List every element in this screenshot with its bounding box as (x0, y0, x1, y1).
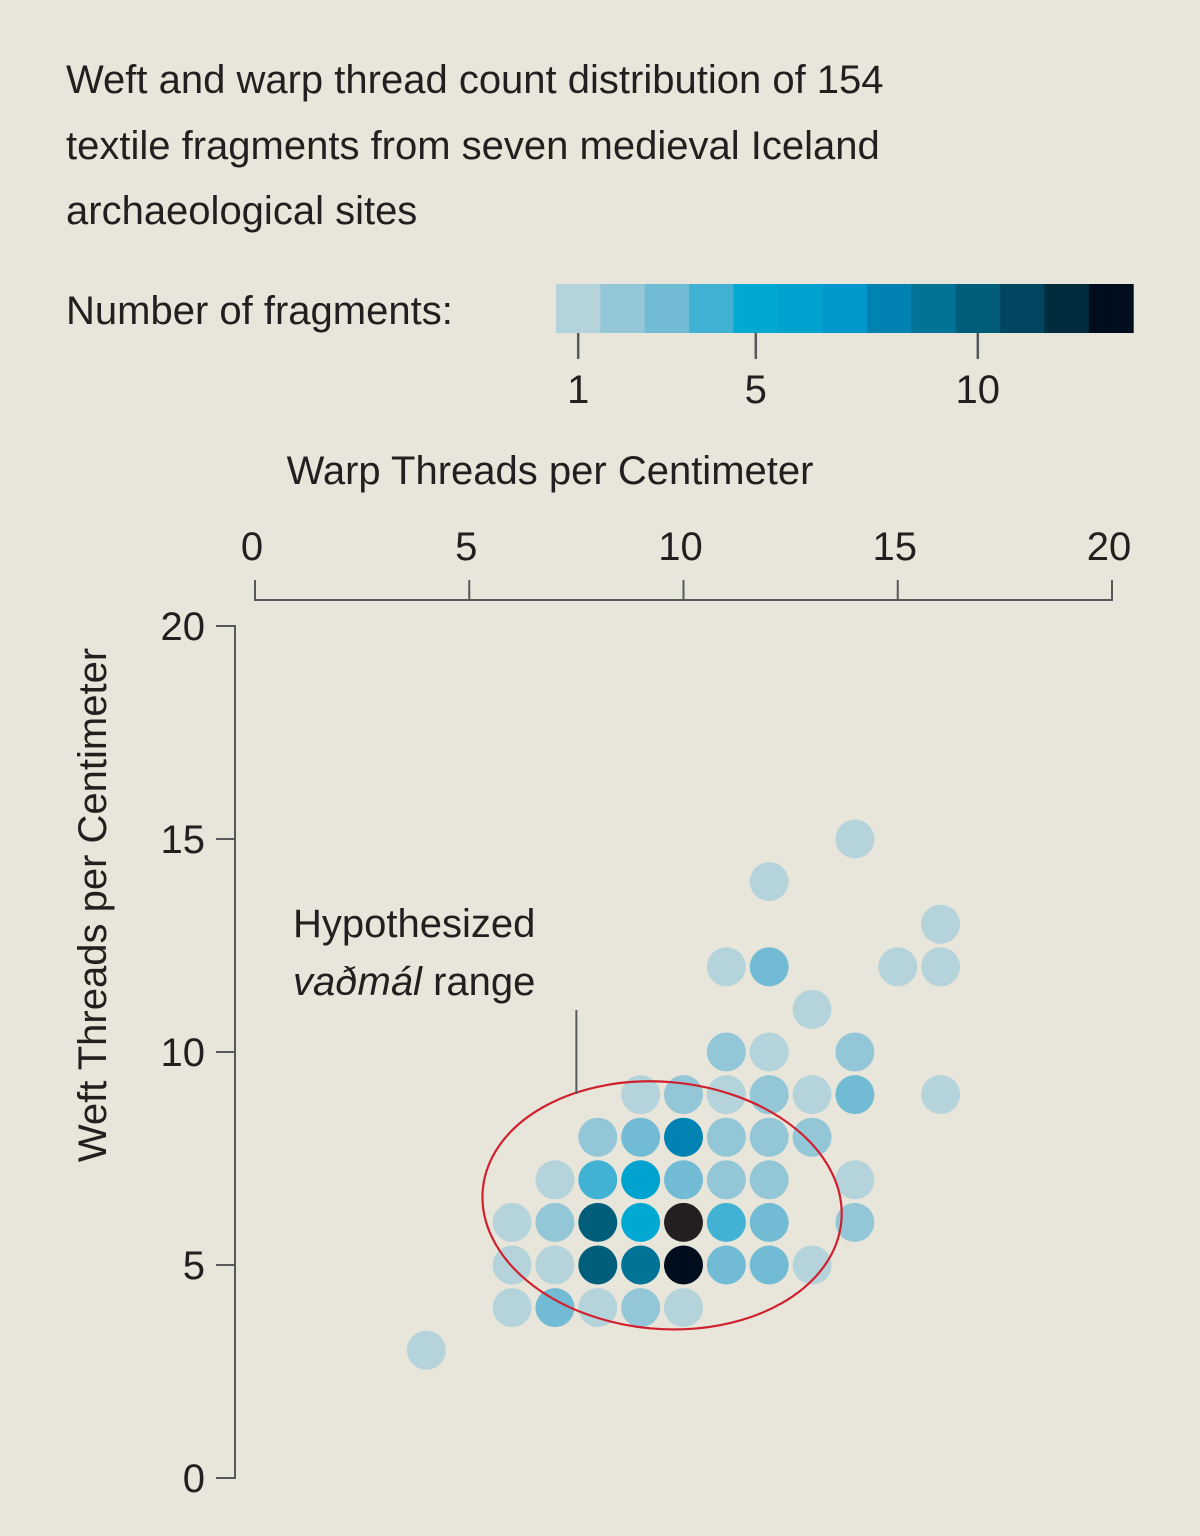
y-tick-label: 15 (161, 818, 206, 862)
y-tick-label: 0 (183, 1457, 205, 1501)
data-point (706, 1032, 746, 1072)
data-point (706, 1117, 746, 1157)
title-line-3: archaeological sites (66, 189, 417, 233)
data-point (792, 989, 832, 1029)
annotation-line-1: Hypothesized (293, 902, 535, 946)
annotation-range-word: range (422, 960, 535, 1004)
data-point (664, 1288, 703, 1328)
legend-swatch (822, 284, 868, 333)
data-point (492, 1288, 532, 1328)
y-axis: 0 5 10 15 20 (161, 605, 236, 1501)
data-point (749, 862, 789, 902)
y-tick-label: 20 (161, 605, 206, 649)
data-point (749, 1117, 789, 1157)
legend-tick-label: 10 (956, 368, 1001, 412)
data-point (664, 1117, 703, 1157)
data-point (792, 1075, 832, 1115)
data-point (535, 1160, 575, 1200)
legend-swatch (689, 284, 735, 333)
legend-swatch (1000, 284, 1045, 333)
data-point (621, 1202, 661, 1242)
y-tick-label: 5 (183, 1244, 205, 1288)
data-point (621, 1160, 661, 1200)
data-point (621, 1075, 661, 1115)
x-tick-label: 0 (241, 525, 263, 569)
data-point (878, 947, 918, 987)
data-point (406, 1330, 446, 1370)
legend-swatch (866, 284, 912, 333)
legend-label: Number of fragments: (66, 289, 453, 333)
data-point (535, 1202, 575, 1242)
data-point (749, 1245, 789, 1285)
annotation: Hypothesized vaðmál range (293, 902, 843, 1331)
data-point (664, 1160, 703, 1200)
data-point (921, 904, 961, 944)
data-point (835, 1160, 875, 1200)
legend-swatch (1044, 284, 1090, 333)
data-point (621, 1288, 661, 1328)
data-point (792, 1245, 832, 1285)
data-point (706, 1245, 746, 1285)
title-line-2: textile fragments from seven medieval Ic… (66, 124, 880, 168)
color-legend: 1 5 10 (556, 284, 1134, 412)
data-point (921, 947, 961, 987)
data-point (706, 1160, 746, 1200)
annotation-italic-term: vaðmál (293, 960, 423, 1004)
data-point (706, 947, 746, 987)
legend-tick-label: 1 (567, 368, 589, 412)
data-point (835, 819, 875, 859)
data-point (749, 1075, 789, 1115)
data-points (406, 819, 961, 1370)
data-point (835, 1032, 875, 1072)
legend-swatch (556, 284, 601, 333)
legend-swatch (955, 284, 1001, 333)
legend-swatch (644, 284, 690, 333)
data-point (835, 1202, 875, 1242)
data-point (835, 1075, 875, 1115)
data-point (535, 1288, 575, 1328)
title-line-1: Weft and warp thread count distribution … (66, 58, 884, 102)
data-point (706, 1075, 746, 1115)
legend-tick-label: 5 (745, 368, 767, 412)
x-tick-label: 20 (1087, 525, 1132, 569)
data-point (749, 947, 789, 987)
data-point (749, 1160, 789, 1200)
vadmal-range-ellipse (481, 1080, 843, 1331)
data-point (621, 1245, 661, 1285)
data-point (492, 1202, 532, 1242)
legend-swatch (600, 284, 646, 333)
x-axis-label: Warp Threads per Centimeter (287, 449, 814, 493)
data-point (749, 1202, 789, 1242)
x-axis: 0 5 10 15 20 (241, 525, 1131, 601)
x-tick-label: 10 (658, 525, 703, 569)
data-point (578, 1160, 618, 1200)
data-point (749, 1032, 789, 1072)
data-point (578, 1202, 618, 1242)
annotation-line-2: vaðmál range (293, 960, 535, 1004)
data-point (578, 1245, 618, 1285)
x-tick-label: 15 (873, 525, 918, 569)
chart-title: Weft and warp thread count distribution … (66, 58, 884, 233)
data-point (621, 1117, 661, 1157)
data-point (664, 1202, 703, 1242)
y-axis-label: Weft Threads per Centimeter (71, 648, 115, 1162)
x-tick-label: 5 (455, 525, 477, 569)
data-point (792, 1117, 832, 1157)
legend-swatch (733, 284, 779, 333)
legend-swatch (911, 284, 957, 333)
y-tick-label: 10 (161, 1031, 206, 1075)
data-point (535, 1245, 575, 1285)
legend-swatch (778, 284, 823, 333)
data-point (578, 1117, 618, 1157)
data-point (706, 1202, 746, 1242)
legend-swatch (1088, 284, 1134, 333)
data-point (664, 1245, 703, 1285)
data-point (921, 1075, 961, 1115)
data-point (578, 1288, 618, 1328)
